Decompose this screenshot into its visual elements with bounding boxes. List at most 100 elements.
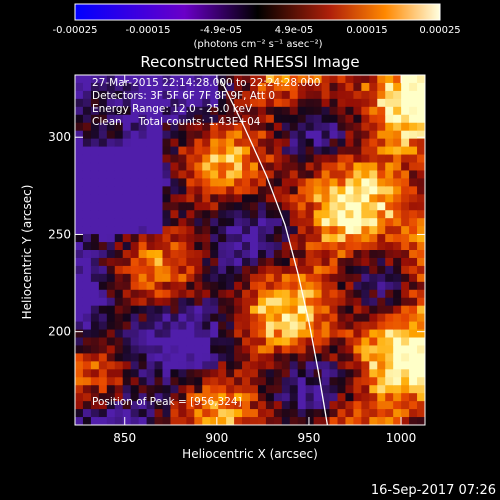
heatmap-cell	[257, 178, 267, 187]
heatmap-cell	[297, 401, 307, 410]
heatmap-cell	[186, 313, 195, 323]
heatmap-cell	[265, 194, 275, 203]
heatmap-cell	[385, 377, 394, 386]
heatmap-cell	[170, 313, 179, 323]
heatmap-cell	[250, 75, 259, 84]
heatmap-cell	[313, 369, 323, 378]
heatmap-cell	[218, 297, 227, 307]
heatmap-cell	[170, 210, 179, 219]
heatmap-cell	[75, 114, 84, 124]
heatmap-cell	[337, 409, 347, 418]
heatmap-cell	[178, 329, 187, 339]
heatmap-cell	[218, 289, 227, 299]
heatmap-cell	[234, 170, 243, 179]
heatmap-cell	[385, 90, 394, 100]
heatmap-cell	[289, 289, 299, 299]
heatmap-cell	[122, 361, 132, 370]
heatmap-cell	[90, 106, 100, 116]
heatmap-cell	[361, 385, 370, 394]
heatmap-cell	[313, 146, 323, 156]
heatmap-cell	[178, 377, 187, 386]
heatmap-cell	[82, 377, 92, 386]
heatmap-cell	[289, 329, 299, 339]
heatmap-cell	[393, 361, 402, 370]
heatmap-cell	[321, 178, 331, 187]
heatmap-cell	[202, 202, 211, 211]
heatmap-cell	[329, 305, 339, 315]
heatmap-cell	[417, 106, 425, 116]
heatmap-cell	[250, 250, 259, 259]
heatmap-cell	[265, 353, 275, 362]
heatmap-cell	[202, 353, 211, 362]
heatmap-cell	[202, 385, 211, 394]
heatmap-cell	[361, 281, 370, 291]
heatmap-cell	[170, 122, 179, 132]
heatmap-cell	[377, 194, 386, 203]
heatmap-cell	[353, 130, 362, 140]
heatmap-cell	[337, 130, 347, 140]
heatmap-cell	[281, 146, 291, 156]
heatmap-cell	[313, 242, 323, 251]
heatmap-cell	[313, 122, 323, 132]
heatmap-cell	[265, 385, 275, 394]
heatmap-cell	[273, 98, 283, 108]
heatmap-cell	[369, 210, 378, 219]
heatmap-cell	[289, 82, 299, 92]
heatmap-cell	[154, 162, 164, 172]
heatmap-cell	[281, 361, 291, 370]
heatmap-cell	[409, 138, 418, 148]
heatmap-cell	[226, 226, 235, 235]
heatmap-cell	[250, 361, 259, 370]
heatmap-cell	[146, 337, 156, 347]
heatmap-cell	[297, 337, 307, 347]
heatmap-cell	[218, 242, 227, 251]
heatmap-cell	[242, 393, 251, 402]
heatmap-cell	[409, 178, 418, 187]
heatmap-cell	[273, 353, 283, 362]
heatmap-cell	[98, 122, 108, 132]
heatmap-cell	[122, 75, 132, 84]
heatmap-cell	[82, 305, 92, 315]
heatmap-cell	[178, 401, 187, 410]
heatmap-cell	[313, 321, 323, 331]
heatmap-cell	[122, 210, 132, 219]
heatmap-cell	[106, 154, 116, 164]
heatmap-cell	[90, 122, 100, 132]
heatmap-cell	[162, 385, 172, 394]
heatmap-cell	[202, 289, 211, 299]
heatmap-cell	[345, 202, 354, 211]
heatmap-cell	[361, 409, 370, 418]
heatmap-cell	[250, 114, 259, 124]
heatmap-cell	[361, 138, 370, 148]
heatmap-cell	[146, 218, 156, 227]
heatmap-cell	[114, 186, 124, 195]
heatmap-cell	[130, 337, 140, 347]
heatmap-cell	[417, 329, 425, 339]
heatmap-cell	[409, 154, 418, 164]
heatmap-cell	[250, 305, 259, 315]
heatmap-cell	[154, 337, 164, 347]
heatmap-cell	[257, 98, 267, 108]
heatmap-cell	[186, 90, 195, 100]
heatmap-cell	[242, 281, 251, 291]
heatmap-cell	[114, 170, 124, 179]
heatmap-cell	[250, 210, 259, 219]
heatmap-cell	[393, 82, 402, 92]
heatmap-cell	[186, 178, 195, 187]
heatmap-cell	[321, 90, 331, 100]
heatmap-cell	[242, 401, 251, 410]
heatmap-cell	[289, 202, 299, 211]
heatmap-cell	[337, 106, 347, 116]
heatmap-cell	[138, 154, 148, 164]
heatmap-cell	[257, 106, 267, 116]
heatmap-cell	[409, 106, 418, 116]
heatmap-cell	[138, 297, 148, 307]
heatmap-cell	[257, 226, 267, 235]
heatmap-cell	[265, 98, 275, 108]
heatmap-cell	[297, 385, 307, 394]
heatmap-cell	[170, 393, 179, 402]
heatmap-cell	[234, 321, 243, 331]
plot-frame	[74, 74, 426, 426]
heatmap-cell	[146, 114, 156, 124]
heatmap-cell	[281, 75, 291, 84]
